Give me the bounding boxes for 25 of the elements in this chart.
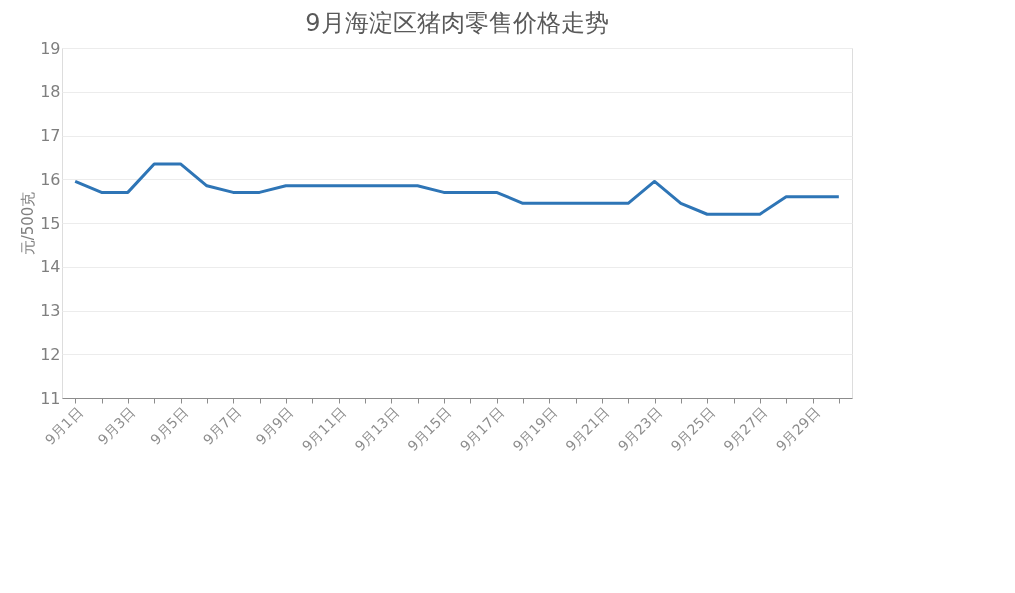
x-tick-label: 9月19日 xyxy=(509,404,560,455)
y-tick-label: 13 xyxy=(40,301,61,320)
chart-title: 9月海淀区猪肉零售价格走势 xyxy=(305,9,609,37)
x-tick-label: 9月27日 xyxy=(720,404,771,455)
x-tick-label: 9月29日 xyxy=(772,404,823,455)
y-tick-label: 14 xyxy=(40,257,61,277)
x-tick-label: 9月17日 xyxy=(456,404,507,455)
y-tick-label: 17 xyxy=(40,126,61,145)
x-tick-label: 9月3日 xyxy=(94,404,139,448)
y-tick-label: 12 xyxy=(40,344,61,364)
y-tick-label: 18 xyxy=(40,82,61,102)
x-tick-label: 9月21日 xyxy=(562,404,613,455)
x-tick-label: 9月11日 xyxy=(298,404,349,455)
x-tick-label: 9月13日 xyxy=(351,404,402,455)
x-tick-label: 9月23日 xyxy=(614,404,665,455)
line-series xyxy=(73,162,841,216)
y-axis-title: 元/500克 xyxy=(19,191,38,256)
x-tick-label: 9月9日 xyxy=(252,404,297,448)
x-tick-label: 9月15日 xyxy=(404,404,455,455)
y-tick-label: 15 xyxy=(40,213,61,233)
y-tick-label: 16 xyxy=(40,169,61,189)
x-tick-label: 9月7日 xyxy=(199,404,244,448)
x-tick-label: 9月5日 xyxy=(147,404,191,448)
x-tick-label: 9月25日 xyxy=(667,404,718,455)
y-tick-label: 19 xyxy=(40,38,61,58)
